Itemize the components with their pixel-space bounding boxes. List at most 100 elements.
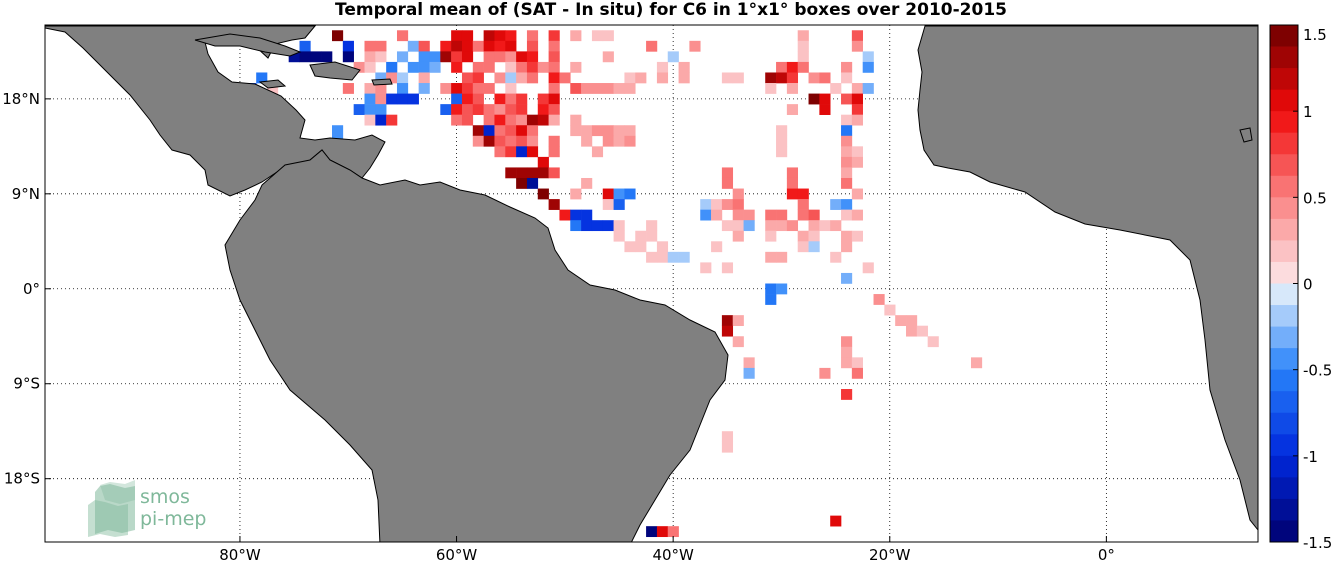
anomaly-cell: [808, 230, 820, 242]
anomaly-cell: [526, 114, 539, 126]
anomaly-cell: [548, 114, 560, 126]
anomaly-cell: [776, 146, 788, 158]
colorbar-segment: [1270, 240, 1298, 263]
anomaly-cell: [776, 251, 788, 263]
anomaly-cell: [581, 125, 593, 137]
anomaly-cell: [494, 51, 506, 63]
anomaly-cell: [656, 72, 669, 84]
anomaly-cell: [613, 188, 625, 200]
colorbar-segment: [1270, 326, 1298, 349]
anomaly-cell: [516, 93, 528, 105]
anomaly-cell: [613, 125, 625, 137]
colorbar-segment: [1270, 412, 1298, 435]
anomaly-cell: [776, 125, 788, 137]
anomaly-cell: [732, 188, 744, 200]
anomaly-cell: [732, 336, 744, 348]
anomaly-cell: [851, 40, 863, 52]
anomaly-cell: [721, 262, 734, 274]
anomaly-cell: [451, 114, 463, 126]
anomaly-cell: [602, 135, 614, 147]
anomaly-cell: [451, 30, 463, 42]
anomaly-cell: [516, 167, 528, 179]
anomaly-cell: [635, 72, 647, 84]
anomaly-cell: [613, 220, 625, 232]
anomaly-cell: [808, 72, 820, 84]
colorbar-segment: [1270, 197, 1298, 220]
anomaly-cell: [591, 125, 604, 137]
anomaly-cell: [396, 83, 409, 94]
anomaly-cell: [970, 357, 983, 369]
anomaly-cell: [483, 40, 495, 52]
logo-text-line2: pi-mep: [140, 508, 206, 530]
anomaly-cell: [375, 40, 387, 52]
anomaly-cell: [656, 61, 669, 73]
land-iceland-ish: [1239, 127, 1253, 143]
anomaly-cell: [483, 135, 495, 147]
anomaly-cell: [332, 30, 344, 42]
anomaly-cell: [472, 125, 484, 137]
anomaly-cell: [765, 283, 777, 295]
anomaly-cell: [299, 40, 311, 52]
land-cuba: [194, 33, 302, 57]
lon-tick-label: 60°W: [436, 546, 478, 562]
anomaly-cell: [808, 220, 820, 232]
anomaly-cell: [602, 125, 614, 137]
anomaly-cell: [342, 83, 354, 94]
anomaly-cell: [678, 72, 690, 84]
anomaly-cell: [570, 30, 582, 42]
anomaly-cell: [364, 40, 376, 52]
anomaly-cell: [841, 177, 853, 189]
anomaly-cell: [483, 51, 495, 63]
anomaly-cell: [613, 230, 625, 242]
lon-tick-label: 80°W: [219, 546, 261, 562]
anomaly-cell: [797, 241, 809, 253]
anomaly-cell: [483, 125, 495, 137]
anomaly-cell: [602, 220, 614, 232]
map-frame: [44, 24, 1259, 543]
anomaly-cell: [743, 367, 755, 379]
anomaly-cell: [375, 83, 387, 94]
anomaly-cell: [808, 93, 820, 105]
land-hispaniola: [309, 61, 361, 81]
anomaly-cell: [451, 83, 463, 94]
anomaly-cell: [505, 72, 517, 84]
anomaly-cell: [765, 72, 777, 84]
map-title: Temporal mean of (SAT - In situ) for C6 …: [335, 0, 1007, 20]
logo-text-line1: smos: [140, 486, 190, 508]
anomaly-cell: [678, 251, 690, 263]
anomaly-cell: [461, 51, 474, 63]
anomaly-cell: [526, 135, 539, 147]
anomaly-cell: [472, 93, 484, 105]
anomaly-cell: [494, 135, 506, 147]
anomaly-cell: [364, 61, 376, 73]
anomaly-cell: [537, 93, 549, 105]
anomaly-cell: [483, 61, 495, 73]
anomaly-cell: [862, 51, 874, 63]
anomaly-cell: [797, 61, 809, 73]
anomaly-cell: [830, 199, 842, 210]
anomaly-cell: [797, 199, 809, 210]
anomaly-cell: [483, 114, 495, 126]
anomaly-cell: [700, 262, 712, 274]
anomaly-cell: [841, 61, 853, 73]
anomaly-cell: [537, 61, 549, 73]
anomaly-cell: [819, 220, 831, 232]
land-masses: [45, 25, 1258, 542]
anomaly-cell: [797, 209, 809, 221]
anomaly-cell: [516, 51, 528, 63]
anomaly-cell: [721, 315, 734, 327]
anomaly-cell: [830, 251, 842, 263]
anomaly-cell: [613, 83, 625, 94]
anomaly-cell: [451, 40, 463, 52]
anomaly-cell: [721, 325, 734, 337]
anomaly-cell: [461, 40, 474, 52]
anomaly-cell: [526, 177, 539, 189]
anomaly-cell: [516, 177, 528, 189]
anomaly-cell: [321, 51, 333, 63]
anomaly-cell: [841, 93, 853, 105]
anomaly-cell: [841, 389, 853, 400]
anomaly-cell: [461, 72, 474, 84]
anomaly-cell: [667, 51, 679, 63]
anomaly-cell: [602, 199, 614, 210]
lat-tick-label: 0°: [23, 280, 40, 298]
